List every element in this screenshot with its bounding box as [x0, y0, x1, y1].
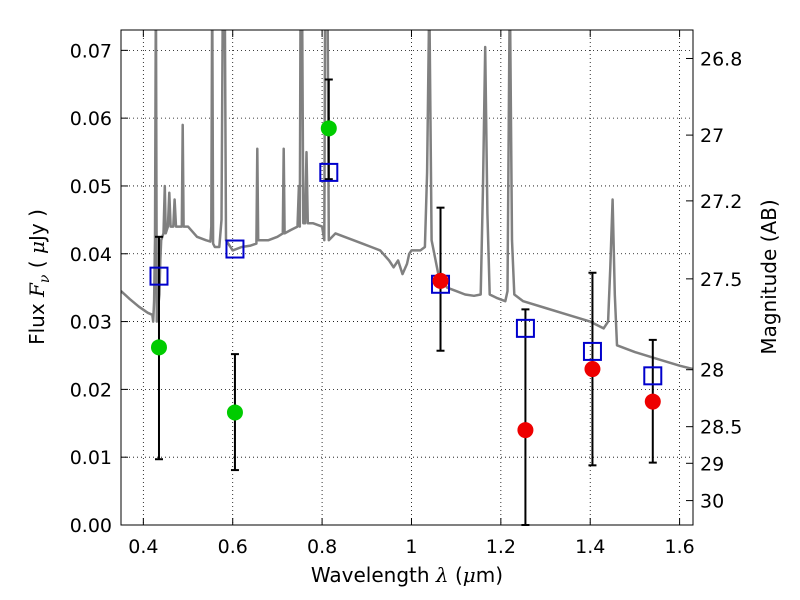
y2-tick-label: 30	[700, 491, 724, 513]
y2-tick-label: 27.5	[700, 269, 742, 291]
y-tick-label: 0.07	[70, 40, 112, 62]
x-tick-label: 1.4	[575, 536, 605, 558]
axis-ticks: 0.4 0.6 0.8 1 1.2 1.4 1.6 0.00 0.01 0.02 0.03 0.04 0…	[70, 30, 742, 558]
model-spectrum-group	[121, 30, 693, 371]
x-tick-label: 1	[405, 536, 417, 558]
y-tick-label: 0.02	[70, 379, 112, 401]
y2-tick-label: 28.5	[700, 417, 742, 439]
x-tick-label: 0.8	[307, 536, 337, 558]
y-tick-label: 0.04	[70, 244, 112, 266]
y-tick-label: 0.03	[70, 312, 112, 334]
nir-data-point	[432, 272, 449, 289]
plot-background	[121, 30, 693, 525]
y2-tick-label: 29	[700, 453, 724, 475]
y-tick-label: 0.06	[70, 108, 112, 130]
model-photometry-square	[582, 341, 602, 361]
model-photometry-square	[149, 266, 169, 286]
model-spectrum-line	[121, 30, 693, 371]
plot-frame	[120, 29, 694, 526]
model-photometry-square	[225, 239, 245, 259]
y2-tick-label: 26.8	[700, 48, 742, 70]
y2-tick-label: 27.2	[700, 191, 742, 213]
y2-tick-label: 27	[700, 125, 724, 147]
x-tick-label: 1.2	[486, 536, 516, 558]
y-axis-title: Flux Fν ( μJy )	[25, 209, 53, 345]
x-tick-label: 0.4	[128, 536, 158, 558]
y2-tick-label: 28	[700, 360, 724, 382]
model-photometry-square	[319, 162, 339, 182]
optical-data-point	[320, 120, 337, 137]
y-tick-label: 0.05	[70, 176, 112, 198]
y-tick-label: 0.00	[70, 515, 112, 537]
model-photometry-square	[515, 318, 535, 338]
optical-data-point	[226, 404, 243, 421]
data-marks-group	[149, 78, 663, 526]
x-tick-label: 0.6	[218, 536, 248, 558]
nir-data-point	[644, 393, 661, 410]
nir-data-point	[584, 361, 601, 378]
model-photometry-square	[643, 366, 663, 386]
x-tick-label: 1.6	[664, 536, 694, 558]
y-tick-label: 0.01	[70, 447, 112, 469]
optical-data-point	[150, 339, 167, 356]
x-axis-title: Wavelength λ (μm)	[311, 563, 503, 587]
y2-axis-title: Magnitude (AB)	[757, 199, 781, 354]
nir-data-point	[517, 422, 534, 439]
grid-lines	[121, 30, 693, 525]
